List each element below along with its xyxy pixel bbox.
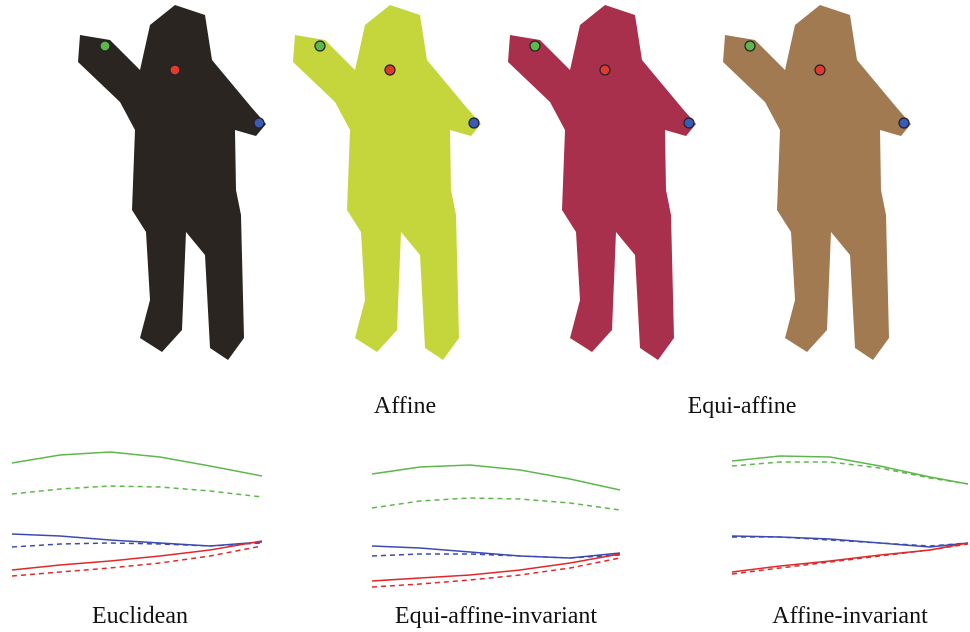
- plot-label: Equi-affine-invariant: [395, 603, 597, 629]
- plot: [12, 452, 262, 576]
- figure-dark: [78, 5, 266, 360]
- figure-brown: [723, 5, 911, 360]
- label: Affine: [374, 393, 436, 419]
- page: {"labels": {"affine": "Affine", "equi_af…: [0, 0, 970, 632]
- plot: [372, 465, 620, 587]
- figure-crimson: [508, 5, 696, 360]
- plot-label: Euclidean: [92, 603, 188, 629]
- figure-yellow: [293, 5, 481, 360]
- label: Equi-affine: [688, 393, 797, 419]
- figure: Affine Equi-affine Euclidean Equi-affine…: [0, 0, 970, 632]
- plot-label: Affine-invariant: [772, 603, 928, 629]
- plot: [732, 456, 968, 574]
